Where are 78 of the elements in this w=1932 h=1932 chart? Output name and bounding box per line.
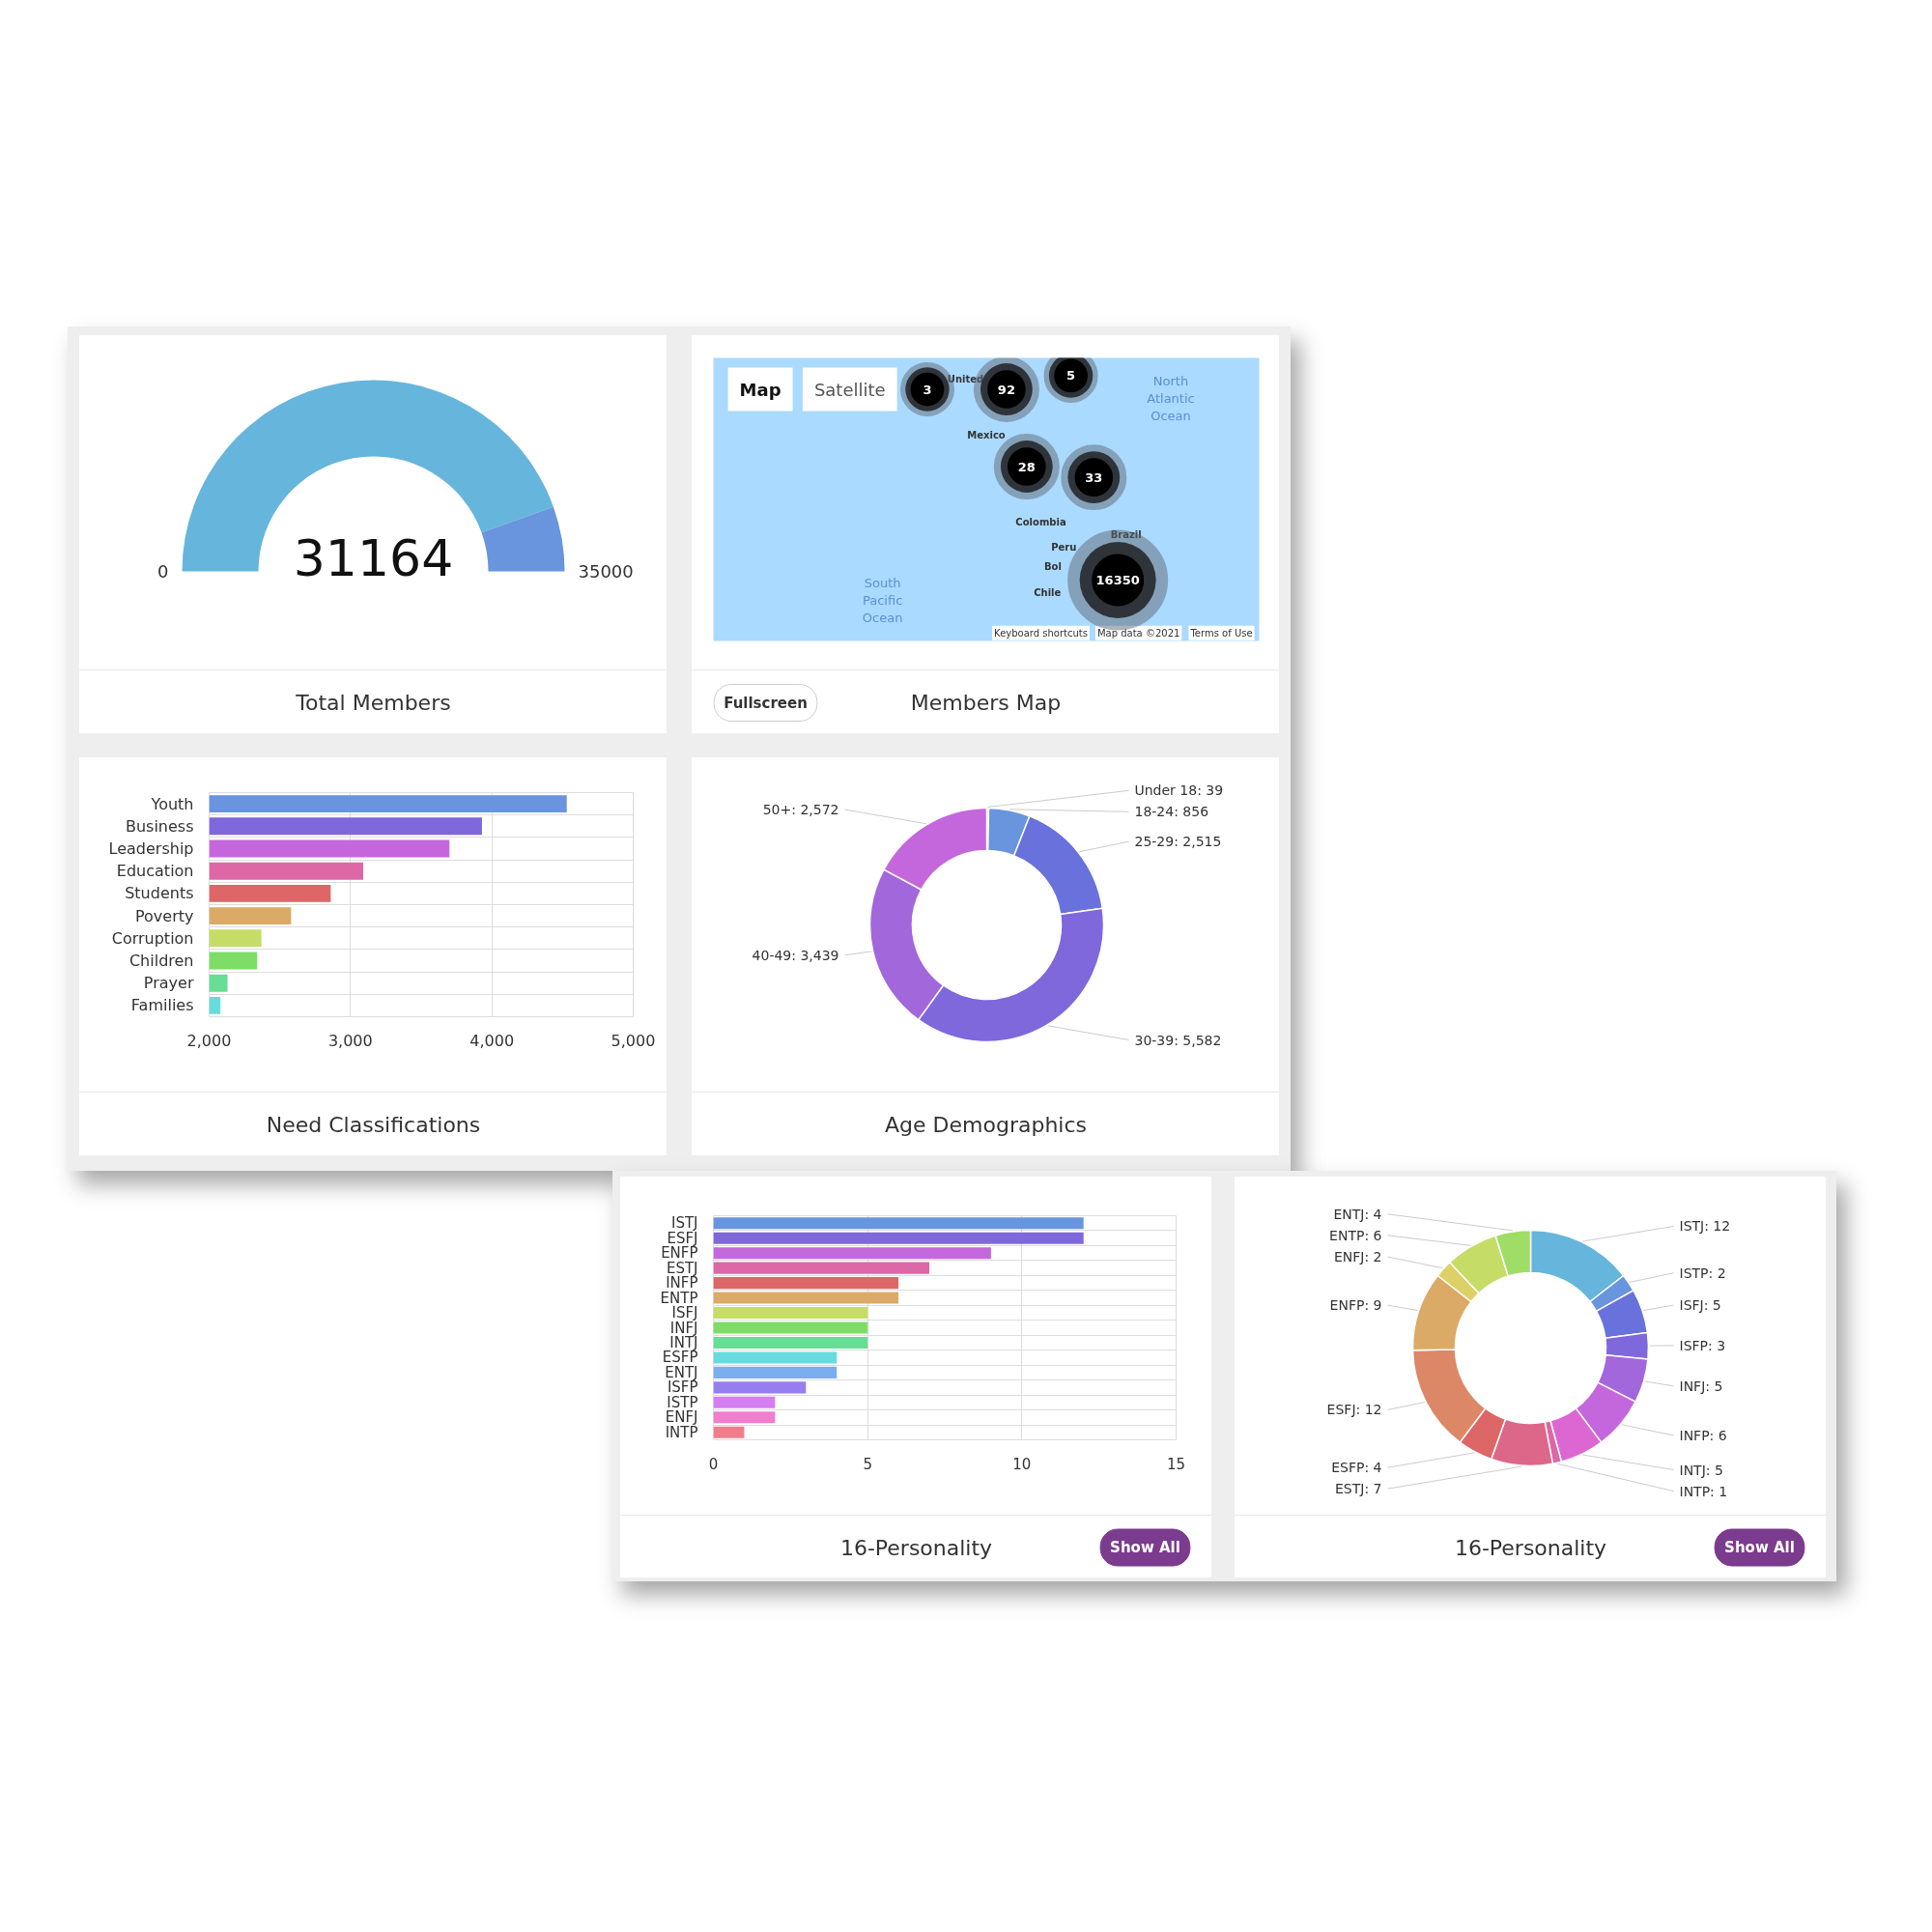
text: Terms of Use [1189, 627, 1253, 639]
y-tick-label: Business [125, 816, 194, 836]
data-label: INFP: 6 [1679, 1427, 1727, 1443]
y-tick-label: ENTJ [665, 1363, 698, 1381]
data-label: INFJ: 5 [1679, 1378, 1723, 1394]
x-tick-label: 15 [1166, 1455, 1186, 1473]
data-label: ISTJ: 12 [1679, 1218, 1731, 1235]
y-tick-label: Students [125, 884, 194, 903]
text: Show All [1724, 1539, 1795, 1556]
text: Show All [1110, 1539, 1180, 1556]
data-label: 18-24: 856 [1134, 804, 1209, 820]
y-tick-label: Children [128, 952, 194, 970]
text: North Atlantic Ocean [1147, 373, 1195, 423]
data-label: ESFJ: 12 [1326, 1402, 1382, 1418]
data-label: ISTP: 2 [1679, 1264, 1726, 1281]
data-label: INTP: 1 [1679, 1483, 1728, 1499]
data-label: ESFP: 4 [1331, 1460, 1382, 1476]
text: Keyboard shortcuts [994, 627, 1088, 639]
y-tick-label: Leadership [108, 839, 194, 858]
data-label: 92 [997, 382, 1015, 397]
data-label: ISFP: 3 [1679, 1337, 1726, 1353]
data-label: ENTJ: 4 [1333, 1206, 1382, 1222]
y-tick-label: Prayer [143, 974, 194, 993]
y-tick-label: Youth [150, 794, 194, 813]
data-label: ENFJ: 2 [1333, 1249, 1382, 1265]
text: Satellite [813, 379, 886, 400]
data-label: ESTJ: 7 [1335, 1481, 1382, 1497]
text: 0 [157, 561, 169, 582]
text: Chile [1034, 587, 1062, 599]
text: Map data ©2021 [1096, 627, 1180, 639]
text: Members Map [910, 691, 1062, 715]
text: Colombia [1015, 516, 1066, 527]
y-tick-label: ISTP [667, 1393, 698, 1411]
x-tick-label: 4,000 [469, 1031, 515, 1050]
text: Brazil [1110, 529, 1142, 541]
x-tick-label: 5,000 [611, 1031, 656, 1050]
data-label: ENFP: 9 [1329, 1297, 1382, 1314]
data-label: 40-49: 3,439 [752, 947, 839, 963]
data-label: ISFJ: 5 [1679, 1297, 1721, 1314]
data-label: 3 [923, 382, 932, 397]
data-label: INTJ: 5 [1679, 1462, 1723, 1478]
data-label: 28 [1017, 459, 1036, 474]
text: South Pacific Ocean [862, 576, 903, 626]
y-tick-label: Education [116, 862, 194, 881]
text: 16-Personality [839, 1535, 993, 1560]
data-label: ENTP: 6 [1329, 1227, 1382, 1243]
text: Need Classifications [266, 1113, 481, 1137]
y-tick-label: ISTJ [670, 1214, 698, 1233]
data-label: 30-39: 5,582 [1134, 1032, 1222, 1048]
y-tick-label: Poverty [135, 906, 194, 925]
data-label: Under 18: 39 [1134, 782, 1224, 799]
text: Bol [1043, 561, 1062, 573]
text: Fullscreen [724, 694, 808, 712]
y-tick-label: Families [130, 996, 194, 1015]
data-label: 31164 [293, 528, 454, 587]
text: Total Members [295, 691, 451, 715]
text: 35000 [578, 561, 634, 582]
x-tick-label: 5 [863, 1455, 872, 1473]
text: Age Demographics [885, 1113, 1087, 1137]
y-tick-label: ENTP [660, 1289, 698, 1307]
data-label: 5 [1066, 368, 1076, 384]
data-label: 16350 [1095, 573, 1140, 588]
x-tick-label: 10 [1012, 1455, 1032, 1473]
y-tick-label: ESTJ [666, 1259, 698, 1277]
x-tick-label: 0 [708, 1455, 719, 1473]
text: Peru [1051, 542, 1077, 554]
data-label: 33 [1085, 469, 1103, 485]
y-tick-label: Corruption [111, 928, 194, 948]
text: United [947, 373, 984, 384]
text: Mexico [967, 430, 1006, 441]
y-tick-label: ISFJ [671, 1304, 698, 1322]
x-tick-label: 2,000 [186, 1031, 232, 1050]
y-tick-label: ENFJ [665, 1408, 698, 1427]
text: Map [739, 379, 781, 400]
text: 16-Personality [1454, 1535, 1607, 1560]
x-tick-label: 3,000 [327, 1031, 373, 1050]
data-label: 25-29: 2,515 [1134, 834, 1222, 850]
data-label: 50+: 2,572 [762, 802, 839, 818]
